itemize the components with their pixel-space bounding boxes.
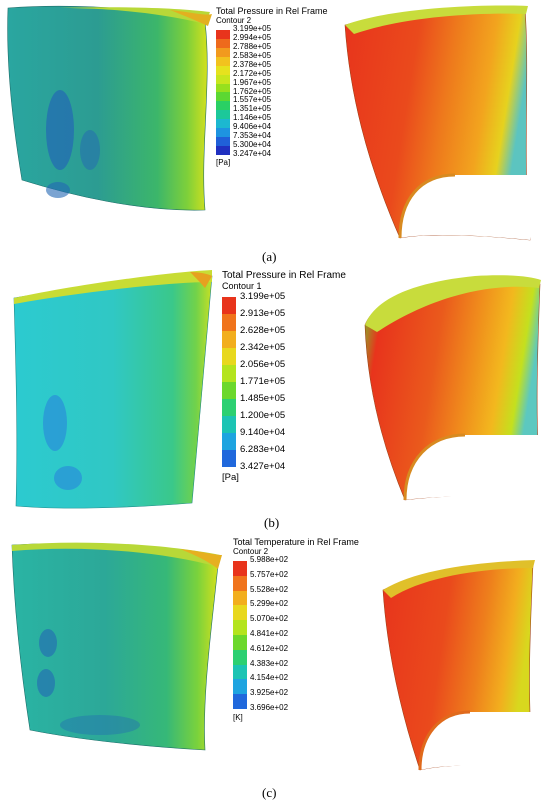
legend-tick-label: 1.351e+05: [233, 104, 272, 114]
legend-color-segment: [222, 416, 236, 433]
panel-label-b: (b): [264, 515, 280, 530]
legend-unit: [Pa]: [216, 158, 231, 167]
legend-color-segment: [216, 47, 230, 57]
legend-color-segment: [233, 649, 247, 665]
legend-tick-label: 2.342e+05: [240, 342, 286, 353]
legend-tick-label: 1.557e+05: [233, 95, 272, 105]
legend-subtitle: Contour 2: [233, 547, 269, 556]
color-legend-a: Total Pressure in Rel Frame Contour 2 3.…: [216, 6, 328, 167]
legend-tick-label: 4.154e+02: [250, 673, 289, 683]
legend-tick-label: 2.583e+05: [233, 50, 272, 60]
legend-colorbar: [233, 561, 247, 709]
legend-tick-label: 4.612e+02: [250, 643, 289, 653]
color-legend-b: Total Pressure in Rel Frame Contour 1 3.…: [222, 270, 346, 490]
legend-color-segment: [233, 561, 247, 576]
legend-color-segment: [216, 119, 230, 129]
legend-colorbar: [222, 297, 236, 467]
panel-label-a: (a): [262, 249, 277, 264]
blade-suction-side-c: [11, 542, 222, 751]
legend-subtitle: Contour 2: [216, 16, 252, 25]
legend-tick-label: 1.200e+05: [240, 410, 286, 421]
legend-tick-label: 5.757e+02: [250, 569, 289, 579]
legend-color-segment: [233, 620, 247, 635]
legend-tick-label: 7.353e+04: [233, 131, 272, 141]
legend-color-segment: [233, 575, 247, 591]
legend-tick-label: 2.172e+05: [233, 68, 272, 78]
blade-pressure-side-a: [344, 5, 531, 241]
legend-color-segment: [216, 56, 230, 66]
legend-tick-label: 2.994e+05: [233, 32, 272, 42]
legend-color-segment: [222, 348, 236, 365]
legend-tick-label: 1.146e+05: [233, 113, 272, 123]
legend-tick-label: 9.140e+04: [240, 427, 286, 438]
legend-color-segment: [233, 664, 247, 680]
legend-tick-label: 2.378e+05: [233, 59, 272, 69]
legend-color-segment: [216, 83, 230, 93]
legend-color-segment: [216, 128, 230, 138]
legend-tick-label: 3.427e+04: [240, 461, 286, 472]
legend-color-segment: [216, 30, 230, 39]
legend-colorbar: [216, 30, 230, 155]
legend-color-segment: [216, 137, 230, 146]
blade-suction-side-b: [13, 270, 213, 509]
legend-color-segment: [216, 65, 230, 75]
legend-color-segment: [222, 433, 236, 450]
blade-suction-side-a: [7, 5, 212, 211]
legend-tick-label: 5.528e+02: [250, 584, 289, 594]
legend-tick-label: 5.988e+02: [250, 555, 289, 564]
legend-tick-label: 5.070e+02: [250, 614, 289, 624]
legend-tick-label: 4.841e+02: [250, 629, 289, 638]
legend-color-segment: [233, 590, 247, 606]
legend-color-segment: [216, 110, 230, 120]
legend-color-segment: [216, 74, 230, 84]
legend-color-segment: [233, 605, 247, 621]
legend-tick-label: 2.913e+05: [240, 308, 286, 319]
legend-color-segment: [233, 634, 247, 650]
legend-color-segment: [216, 92, 230, 102]
legend-color-segment: [222, 365, 236, 382]
legend-color-segment: [216, 145, 230, 155]
blade-pressure-side-c: [382, 560, 535, 771]
legend-tick-label: 3.199e+05: [240, 291, 286, 302]
legend-tick-label: 6.283e+04: [240, 444, 286, 455]
legend-tick-label: 2.056e+05: [240, 359, 286, 370]
legend-tick-label: 1.485e+05: [240, 393, 286, 404]
legend-color-segment: [222, 450, 236, 467]
legend-tick-label: 5.300e+04: [233, 140, 272, 150]
legend-color-segment: [233, 679, 247, 695]
legend-title: Total Pressure in Rel Frame: [216, 6, 328, 16]
legend-tick-label: 3.696e+02: [250, 703, 289, 712]
legend-color-segment: [222, 297, 236, 314]
legend-tick-label: 9.406e+04: [233, 122, 272, 132]
legend-subtitle: Contour 1: [222, 281, 262, 291]
legend-tick-label: 2.628e+05: [240, 325, 286, 336]
legend-tick-label: 2.788e+05: [233, 41, 272, 51]
legend-color-segment: [233, 694, 247, 709]
legend-tick-label: 1.762e+05: [233, 86, 272, 96]
legend-unit: [K]: [233, 713, 243, 722]
legend-tick-label: 1.967e+05: [233, 77, 272, 87]
legend-tick-label: 1.771e+05: [240, 376, 286, 387]
legend-color-segment: [222, 382, 236, 399]
legend-color-segment: [222, 399, 236, 416]
legend-color-segment: [216, 38, 230, 48]
legend-color-segment: [222, 331, 236, 348]
legend-title: Total Pressure in Rel Frame: [222, 270, 346, 281]
legend-color-segment: [216, 101, 230, 111]
legend-tick-label: 3.199e+05: [233, 24, 272, 33]
legend-tick-label: 4.383e+02: [250, 658, 289, 668]
legend-tick-label: 3.925e+02: [250, 688, 289, 698]
legend-tick-label: 5.299e+02: [250, 599, 289, 609]
legend-tick-label: 3.247e+04: [233, 149, 272, 158]
legend-color-segment: [222, 314, 236, 331]
legend-unit: [Pa]: [222, 472, 239, 483]
legend-title: Total Temperature in Rel Frame: [233, 537, 359, 547]
blade-pressure-side-b: [364, 275, 543, 502]
color-legend-c: Total Temperature in Rel Frame Contour 2…: [233, 537, 359, 727]
panel-label-c: (c): [262, 785, 277, 800]
